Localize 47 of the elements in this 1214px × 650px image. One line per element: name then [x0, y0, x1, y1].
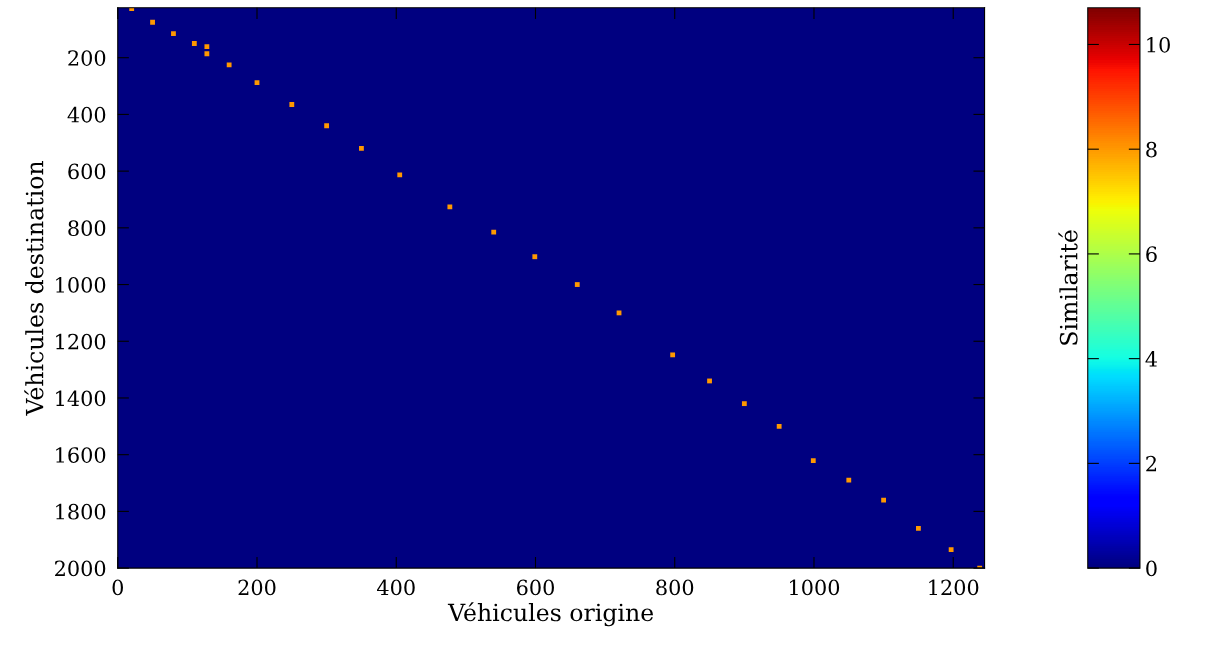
point	[289, 102, 295, 107]
point	[204, 51, 210, 57]
point	[397, 172, 403, 178]
point	[129, 7, 135, 12]
x-tick-label: 600	[517, 579, 554, 596]
color-bar-label: 8	[1146, 141, 1157, 158]
point	[324, 123, 330, 129]
point	[204, 44, 210, 50]
point	[846, 477, 852, 483]
x-tick-label: 1200	[929, 579, 979, 596]
x-tick-label: 1000	[790, 579, 840, 596]
y-tick-label: 200	[68, 50, 106, 66]
point	[359, 146, 364, 151]
y-tick-label: 1000	[56, 277, 106, 293]
point	[810, 458, 816, 464]
color-bar-label: 2	[1146, 455, 1157, 472]
point	[150, 19, 155, 25]
point	[574, 282, 580, 287]
y-tick-label: 2000	[55, 560, 106, 577]
point	[532, 254, 538, 260]
x-tick-label: 0	[112, 579, 123, 596]
point	[948, 547, 954, 553]
x-axis-title: Véhicules origine	[447, 602, 654, 627]
y-tick-label: 1400	[56, 390, 106, 407]
y-tick-label: 1200	[56, 333, 106, 350]
point	[670, 352, 676, 358]
color-bar-label: 6	[1146, 246, 1157, 263]
point	[447, 204, 453, 210]
color-bar-label: 0	[1146, 560, 1157, 577]
color-bar-label: 4	[1145, 351, 1158, 367]
point	[191, 41, 197, 46]
x-tick-label: 400	[377, 579, 415, 596]
y-tick-label: 1600	[56, 447, 106, 463]
y-tick-label: 600	[68, 163, 106, 180]
y-tick-label: 400	[67, 106, 106, 123]
point	[171, 31, 176, 37]
x-tick-label: 800	[656, 579, 694, 596]
point	[226, 62, 232, 68]
y-tick-label: 1800	[56, 503, 106, 520]
x-tick-label: 200	[238, 579, 276, 596]
y-axis-title: Véhicules destination	[24, 161, 44, 416]
point	[916, 526, 921, 531]
color-bar-label: 10	[1147, 36, 1170, 53]
color-bar-title: Similarité	[1058, 230, 1078, 345]
point	[776, 423, 782, 429]
point	[741, 401, 747, 407]
y-tick-label: 800	[68, 220, 106, 237]
